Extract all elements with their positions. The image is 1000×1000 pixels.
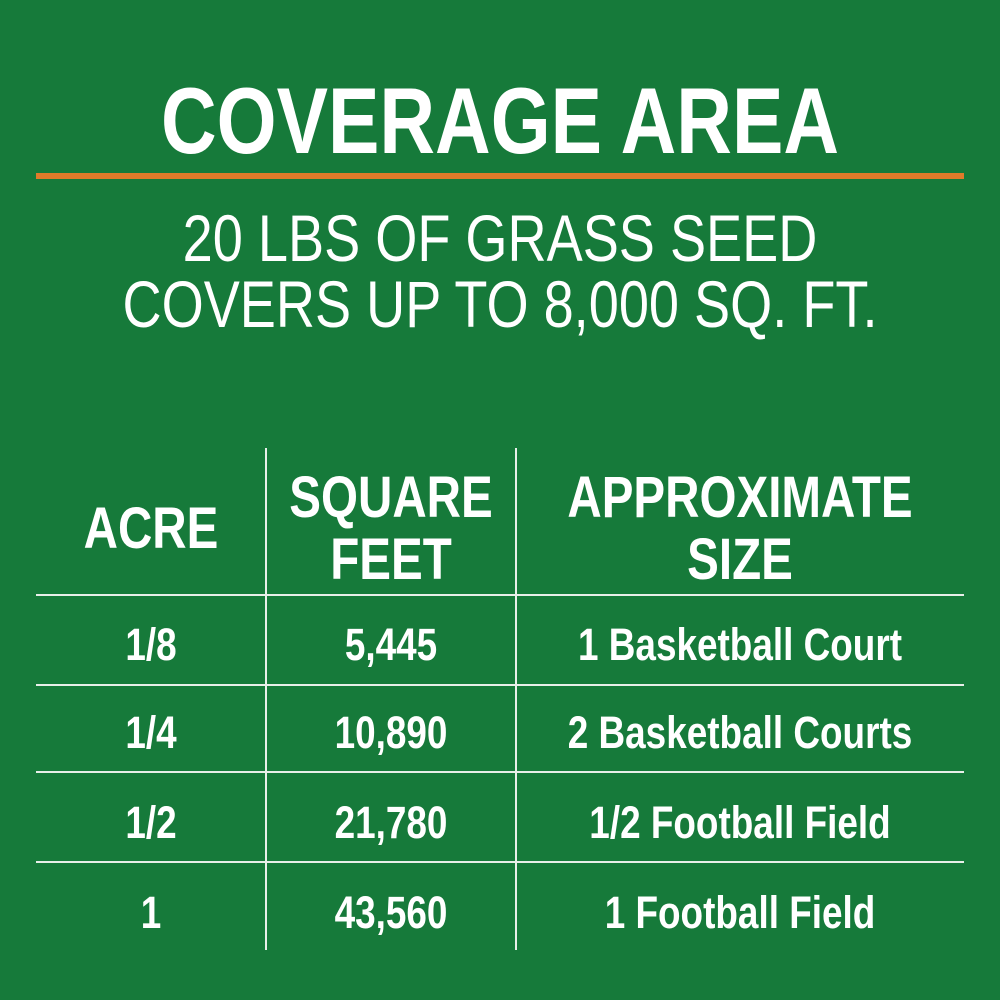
page-title: COVERAGE AREA bbox=[160, 68, 840, 173]
row-divider bbox=[36, 861, 964, 863]
cell-approximate-size: 2 Basketball Courts bbox=[567, 707, 913, 758]
cell-approximate-size: 1 Basketball Court bbox=[577, 619, 903, 670]
cell-square-feet: 10,890 bbox=[334, 707, 448, 758]
cell-acre: 1/2 bbox=[125, 797, 177, 848]
header-square-feet-line-1: SQUARE bbox=[289, 465, 493, 530]
column-divider bbox=[515, 448, 517, 950]
cell-approximate-size: 1 Football Field bbox=[604, 887, 876, 938]
cell-square-feet: 43,560 bbox=[334, 887, 448, 938]
cell-approximate-size: 1/2 Football Field bbox=[589, 797, 891, 848]
header-square-feet-line-2: FEET bbox=[330, 527, 452, 592]
cell-square-feet: 5,445 bbox=[344, 619, 438, 670]
cell-acre: 1/4 bbox=[125, 707, 177, 758]
header-approximate-size-line-1: APPROXIMATE bbox=[567, 465, 913, 530]
column-divider bbox=[265, 448, 267, 950]
row-divider bbox=[36, 684, 964, 686]
cell-acre: 1/8 bbox=[125, 619, 177, 670]
subtitle-line-1: 20 LBS OF GRASS SEED bbox=[182, 201, 818, 275]
subtitle-line-2: COVERS UP TO 8,000 SQ. FT. bbox=[122, 267, 878, 341]
cell-acre: 1 bbox=[140, 887, 162, 938]
cell-square-feet: 21,780 bbox=[334, 797, 448, 848]
header-approximate-size-line-2: SIZE bbox=[687, 527, 793, 592]
row-divider bbox=[36, 594, 964, 596]
divider bbox=[36, 173, 964, 179]
row-divider bbox=[36, 771, 964, 773]
header-acre: ACRE bbox=[83, 496, 219, 561]
